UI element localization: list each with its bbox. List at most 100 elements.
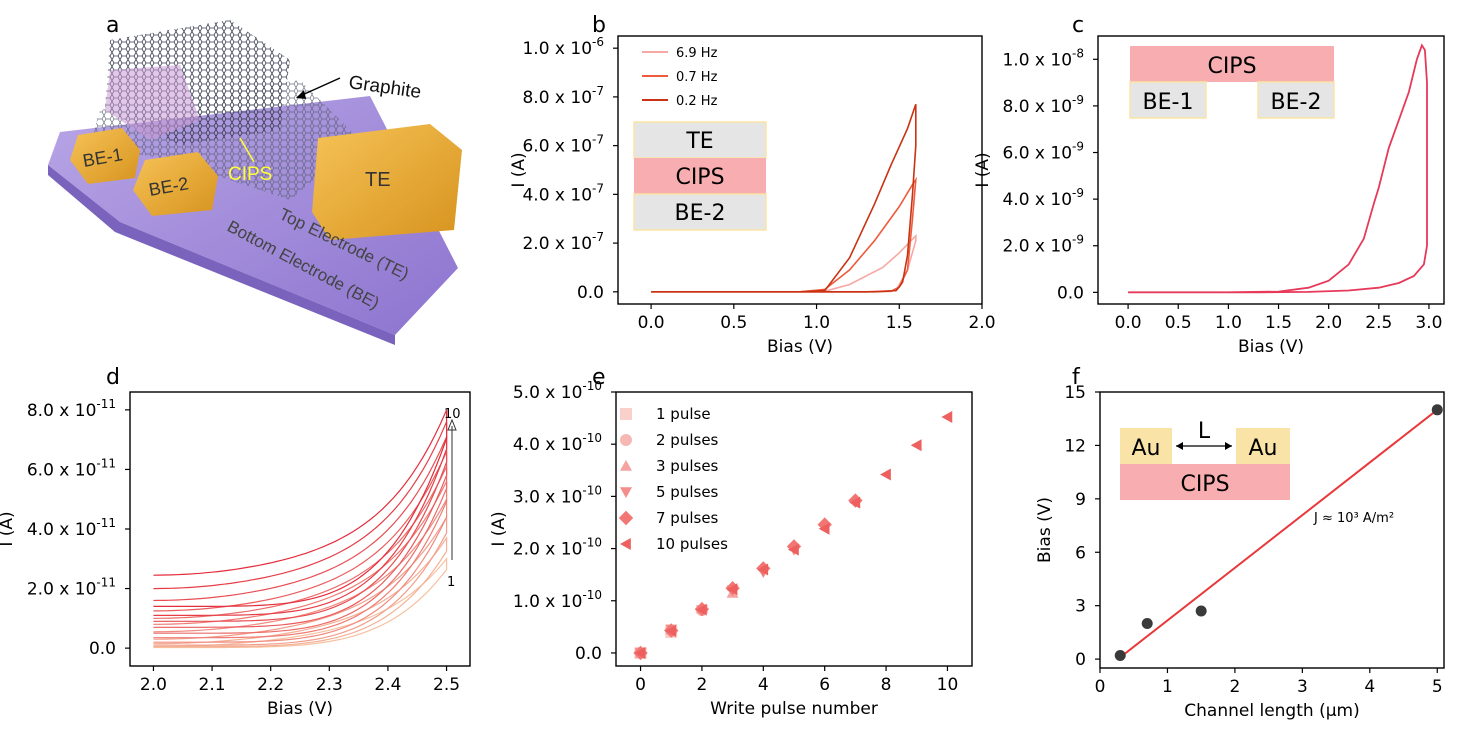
cips-arrow <box>239 137 255 163</box>
y-tick-exponent: -8 <box>1072 46 1084 60</box>
legend-label: 3 pulses <box>656 457 719 475</box>
inset-b-te-label: TE <box>685 129 713 154</box>
inset-f-au-right-label: Au <box>1249 436 1278 461</box>
data-point-triangle-left <box>634 646 646 659</box>
panel-letter-d: d <box>106 365 120 390</box>
y-tick-label: 4.0 x 10-7 <box>522 181 604 205</box>
y-tick-exponent: -7 <box>592 84 604 98</box>
y-tick-exponent: -9 <box>1072 140 1084 154</box>
x-axis-label: Bias (V) <box>1238 337 1304 357</box>
y-tick-exponent: -10 <box>582 536 602 550</box>
legend-label: 2 pulses <box>656 431 719 449</box>
arrow-top-label: 10 <box>444 407 461 422</box>
x-tick-label: 2.2 <box>257 675 284 695</box>
legend-marker-square <box>620 408 632 420</box>
y-tick-exponent: -7 <box>592 133 604 147</box>
inset-c-cips-block <box>1130 46 1334 82</box>
plot-frame <box>1099 391 1445 669</box>
inset-f-au-left-label: Au <box>1132 436 1161 461</box>
cycle-line-1 <box>153 557 448 649</box>
legend-label: 0.2 Hz <box>676 94 718 109</box>
data-point-triangle-left <box>695 603 707 616</box>
cycle-line-8 <box>153 436 448 622</box>
te-label: TE <box>365 169 391 191</box>
current-density-annotation: J ≈ 10³ A/m² <box>1313 511 1394 526</box>
y-tick-exponent: -7 <box>592 230 604 244</box>
inset-b-be2-block <box>633 193 767 231</box>
inset-f-cips-block <box>1120 464 1290 500</box>
x-tick-label: 2.0 <box>140 675 167 695</box>
legend-label: 1 pulse <box>656 405 711 423</box>
y-tick-label: 1.0 x 10-8 <box>1002 46 1084 70</box>
y-tick-exponent: -7 <box>592 181 604 195</box>
cips-label: CIPS <box>228 164 272 185</box>
x-tick-label: 0.5 <box>1165 313 1192 333</box>
inset-f: Au Au L CIPS J ≈ 10³ A/m² <box>1120 419 1394 526</box>
x-tick-label: 1.0 <box>1215 313 1242 333</box>
series-line <box>1128 43 1428 294</box>
legend-marker-diamond <box>618 510 634 526</box>
y-tick-label: 9 <box>1075 490 1086 510</box>
y-tick-label: 0.0 <box>89 639 116 659</box>
data-point <box>1195 605 1207 617</box>
x-tick-label: 2 <box>1229 677 1240 697</box>
x-tick-label: 2.1 <box>199 675 226 695</box>
inset-f-cips-label: CIPS <box>1180 472 1229 497</box>
x-tick-label: 2 <box>697 675 708 695</box>
x-tick-label: 2.3 <box>316 675 343 695</box>
plot-frame <box>615 391 973 667</box>
x-tick-label: 1.5 <box>886 313 913 333</box>
x-tick-label: 6 <box>819 675 830 695</box>
x-tick-label: 2.4 <box>374 675 401 695</box>
y-tick-exponent: -10 <box>582 431 602 445</box>
be2-electrode: BE-2 <box>133 152 218 216</box>
y-tick-exponent: -9 <box>1072 233 1084 247</box>
y-tick-exponent: -11 <box>96 456 116 470</box>
inset-b-cips-block <box>634 158 766 194</box>
data-point-triangle-left <box>818 522 830 535</box>
x-tick-label: 2.5 <box>1365 313 1392 333</box>
y-tick-label: 1.0 x 10-6 <box>522 35 604 59</box>
x-tick-label: 3 <box>1297 677 1308 697</box>
y-tick-label: 0.0 <box>577 283 604 303</box>
y-tick-exponent: -9 <box>1072 93 1084 107</box>
x-tick-label: 0 <box>1095 677 1106 697</box>
inset-c-be1-block <box>1129 81 1207 119</box>
inset-b-te-block <box>633 121 767 159</box>
substrate-side <box>48 165 395 345</box>
series-line-0.2hz <box>651 103 917 293</box>
x-tick-label: 4 <box>758 675 769 695</box>
cycle-line-6 <box>153 466 448 634</box>
legend-label: 6.9 Hz <box>676 46 718 61</box>
y-tick-label: 15 <box>1064 383 1086 403</box>
y-tick-exponent: -10 <box>582 588 602 602</box>
y-tick-exponent: -6 <box>592 35 604 49</box>
y-tick-label: 1.0 x 10-10 <box>513 588 602 612</box>
fit-line <box>1119 409 1438 659</box>
data-point-triangle-left <box>726 583 738 596</box>
legend-label: 5 pulses <box>656 483 719 501</box>
y-tick-label: 2.0 x 10-7 <box>522 230 604 254</box>
data-point-triangle-left <box>941 411 953 424</box>
x-tick-label: 2.0 <box>968 313 995 333</box>
y-tick-label: 0 <box>1075 650 1086 670</box>
y-tick-label: 2.0 x 10-11 <box>27 576 116 600</box>
cycle-line-5 <box>153 481 448 639</box>
graphite-arrow <box>299 77 341 97</box>
data-point <box>1431 404 1443 416</box>
chart-e: 0 2 4 6 8 10 0.0 1.0 x 10-10 2.0 x 10-10 3.0 x 10… <box>489 379 973 719</box>
cips-stack <box>105 65 200 140</box>
data-point <box>1141 617 1153 629</box>
inset-c-be2-label: BE-2 <box>1271 90 1322 115</box>
panel-d-arrow: 10 1 <box>444 407 461 590</box>
x-tick-label: 0.0 <box>1115 313 1142 333</box>
x-axis-label: Write pulse number <box>710 699 878 719</box>
cycle-line-2 <box>153 535 448 648</box>
y-tick-label: 4.0 x 10-11 <box>27 516 116 540</box>
y-tick-label: 2.0 x 10-9 <box>1002 233 1084 257</box>
cycle-line-4 <box>153 498 448 643</box>
inset-b-cips-label: CIPS <box>675 165 724 190</box>
y-tick-label: 0.0 <box>1057 283 1084 303</box>
x-tick-label: 2.0 <box>1315 313 1342 333</box>
panel-letter-b: b <box>592 13 606 38</box>
